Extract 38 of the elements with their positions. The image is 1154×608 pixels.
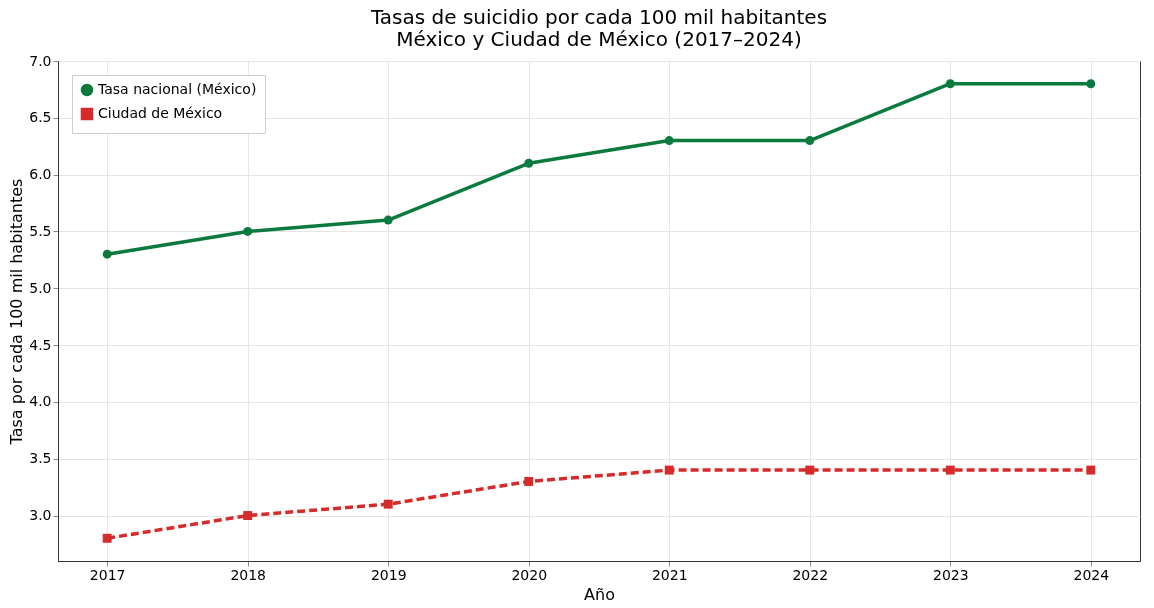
x-tick-label: 2021: [651, 566, 688, 583]
point: [664, 136, 674, 146]
y-tick-label: 6.0: [29, 166, 52, 183]
point: [383, 215, 393, 225]
x-tick-label: 2023: [932, 566, 969, 583]
y-tick-label: 5.0: [29, 279, 52, 296]
point: [102, 249, 112, 259]
y-tick-label: 3.0: [29, 507, 52, 524]
point: [664, 465, 674, 475]
legend-label: Tasa nacional (México): [97, 81, 257, 97]
y-tick-label: 3.5: [29, 450, 52, 467]
point: [1086, 465, 1096, 475]
x-axis-title: Año: [584, 584, 615, 604]
x-tick-label: 2024: [1073, 566, 1110, 583]
point: [805, 136, 815, 146]
point: [1086, 79, 1096, 89]
point: [243, 511, 253, 521]
x-tick-label: 2019: [370, 566, 407, 583]
point: [805, 465, 815, 475]
point: [383, 499, 393, 509]
point: [524, 476, 534, 486]
y-tick-label: 4.0: [29, 393, 52, 410]
y-tick-label: 7.0: [29, 52, 52, 69]
chart-title: Tasas de suicidio por cada 100 mil habitantes México y Ciudad de México (2017–2024): [369, 5, 828, 51]
y-tick-label: 6.5: [29, 109, 52, 126]
point: [102, 533, 112, 543]
x-tick-label: 2022: [792, 566, 829, 583]
point: [524, 158, 534, 168]
legend-label: Ciudad de México: [98, 105, 223, 121]
y-axis-title: Tasa por cada 100 mil habitantes: [7, 178, 27, 446]
point: [243, 226, 253, 236]
x-tick-label: 2017: [89, 566, 126, 583]
x-tick-label: 2018: [230, 566, 267, 583]
point: [945, 79, 955, 89]
y-tick-label: 4.5: [29, 336, 52, 353]
y-tick-label: 5.5: [29, 222, 52, 239]
point: [945, 465, 955, 475]
x-tick-label: 2020: [511, 566, 548, 583]
